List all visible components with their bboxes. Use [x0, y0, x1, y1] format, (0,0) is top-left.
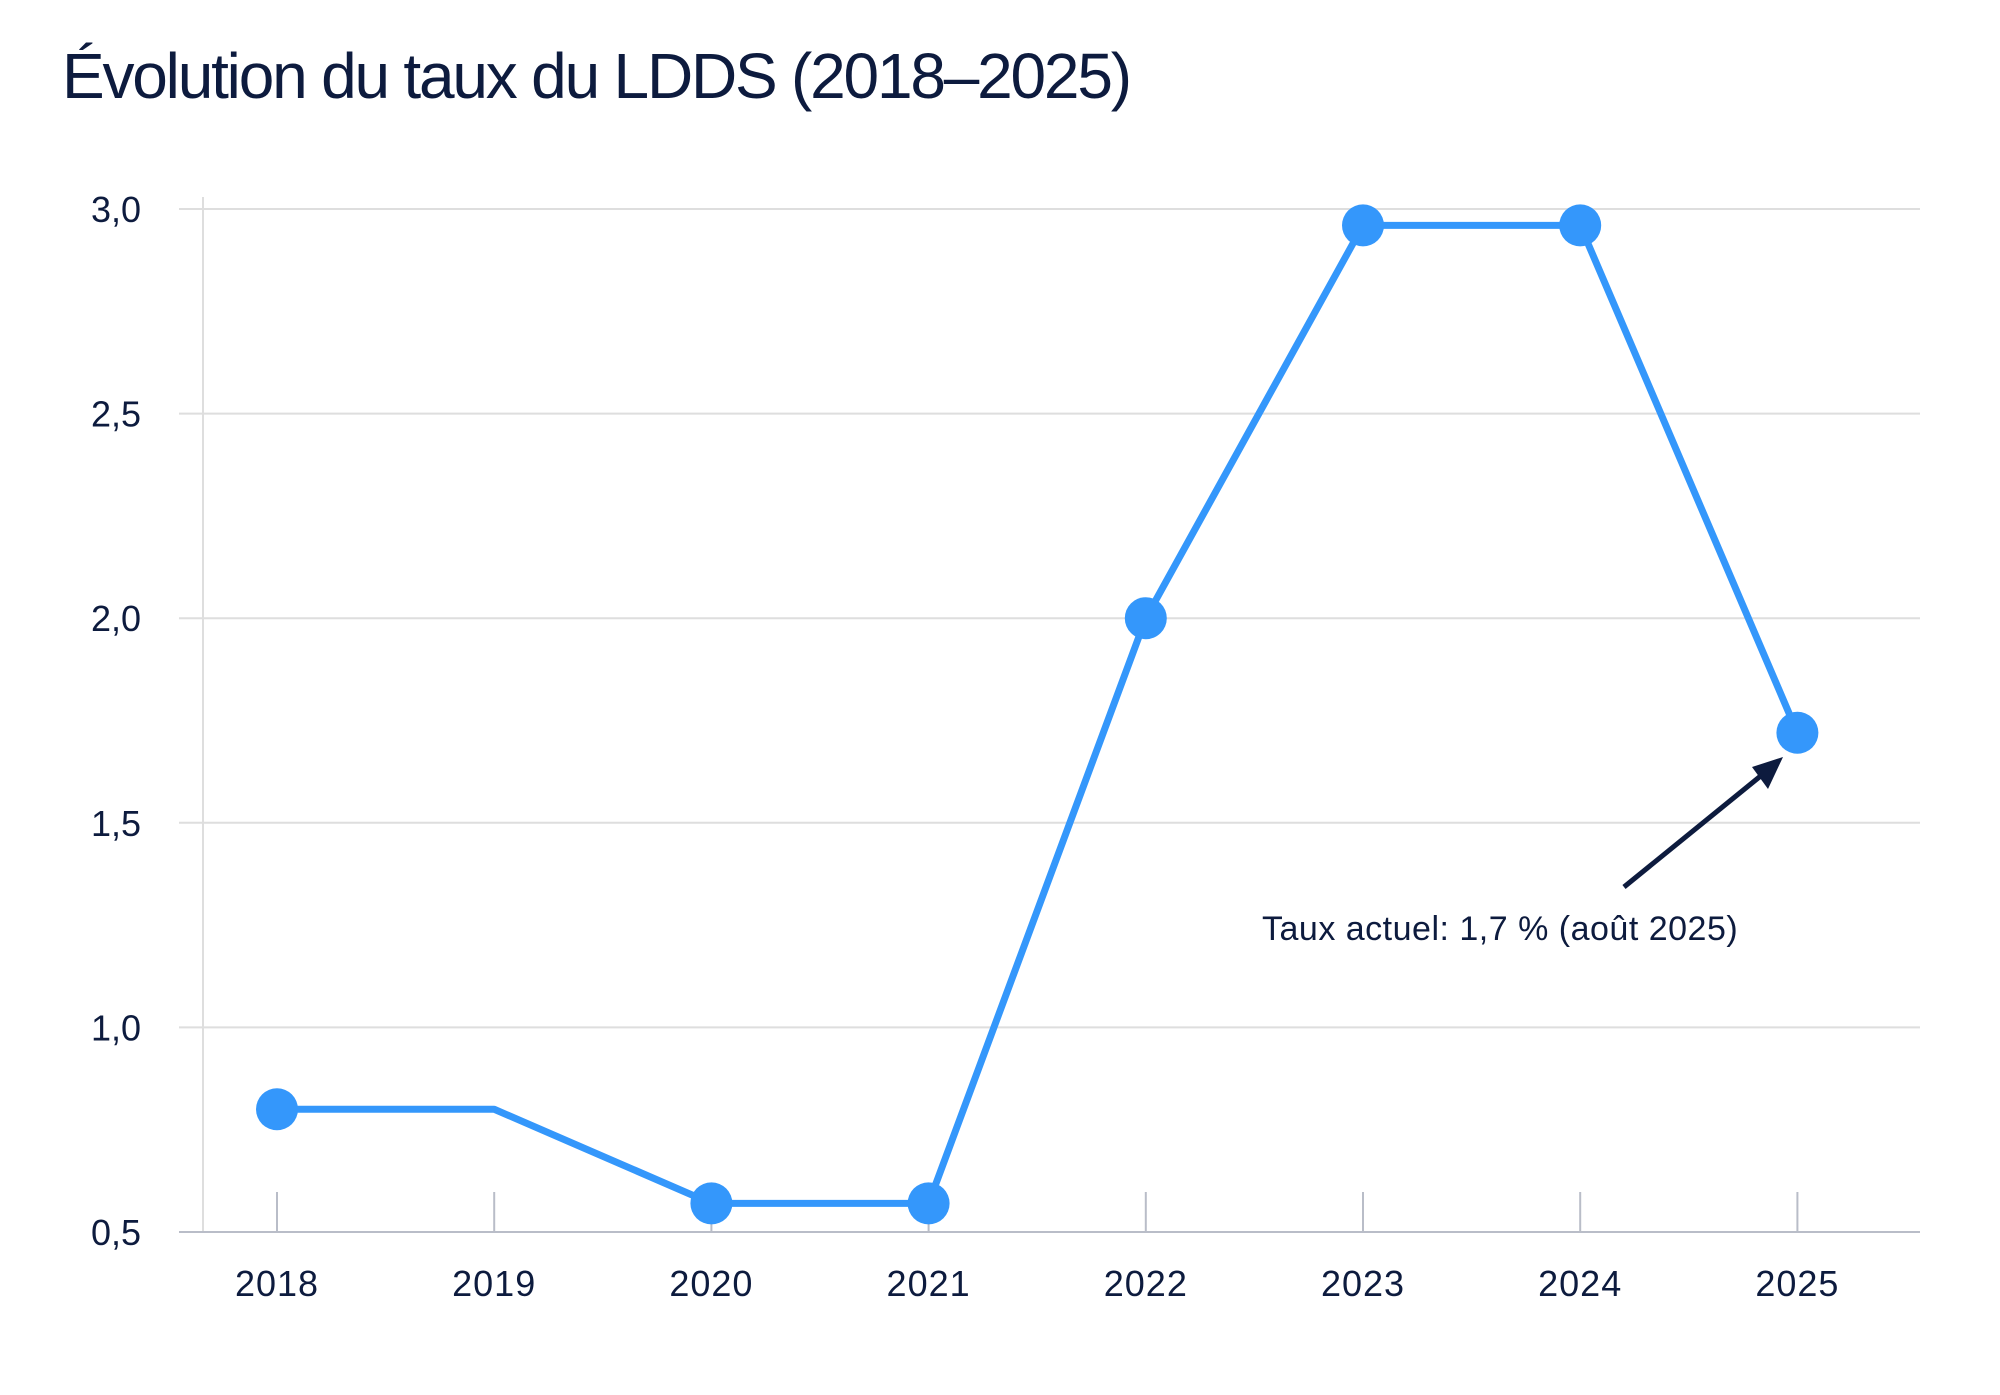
- y-tick-label: 1,5: [91, 803, 141, 844]
- y-tick-label: 0,5: [91, 1212, 141, 1253]
- x-tick-labels: 2018 2019 2020 2021 2022 2023 2024 2025: [235, 1263, 1839, 1304]
- x-tick-label: 2018: [235, 1263, 319, 1304]
- y-tick-label: 1,0: [91, 1007, 141, 1048]
- x-tick-label: 2025: [1755, 1263, 1839, 1304]
- x-tick-label: 2019: [452, 1263, 536, 1304]
- annotation-arrow-shaft: [1622, 768, 1770, 889]
- x-tick-label: 2023: [1321, 1263, 1405, 1304]
- y-tick-label: 2,5: [91, 394, 141, 435]
- y-tick-labels: 0,5 1,0 1,5 2,0 2,5 3,0: [91, 189, 141, 1253]
- data-point-marker: [1124, 597, 1167, 640]
- annotation-text: Taux actuel: 1,7 % (août 2025): [1262, 910, 1738, 948]
- data-point-marker: [690, 1182, 733, 1225]
- x-tick-label: 2024: [1538, 1263, 1622, 1304]
- data-point-marker: [256, 1088, 298, 1131]
- data-point-marker: [1342, 204, 1384, 247]
- data-line: [277, 221, 1801, 1207]
- x-tick-label: 2021: [887, 1263, 971, 1304]
- annotation: Taux actuel: 1,7 % (août 2025): [1262, 757, 1783, 948]
- y-tick-label: 3,0: [91, 189, 141, 230]
- gridlines: [179, 208, 1920, 1029]
- data-markers: [256, 204, 1819, 1225]
- arrow-head-icon: [1752, 757, 1783, 789]
- y-tick-label: 2,0: [91, 598, 141, 639]
- x-tick-label: 2020: [669, 1263, 753, 1304]
- x-ticks: [276, 1192, 1799, 1232]
- x-tick-label: 2022: [1104, 1263, 1188, 1304]
- chart-title: Évolution du taux du LDDS (2018–2025): [62, 40, 1132, 112]
- data-point-marker: [1559, 204, 1602, 247]
- data-point-marker: [1776, 711, 1819, 754]
- data-point-marker: [907, 1182, 950, 1225]
